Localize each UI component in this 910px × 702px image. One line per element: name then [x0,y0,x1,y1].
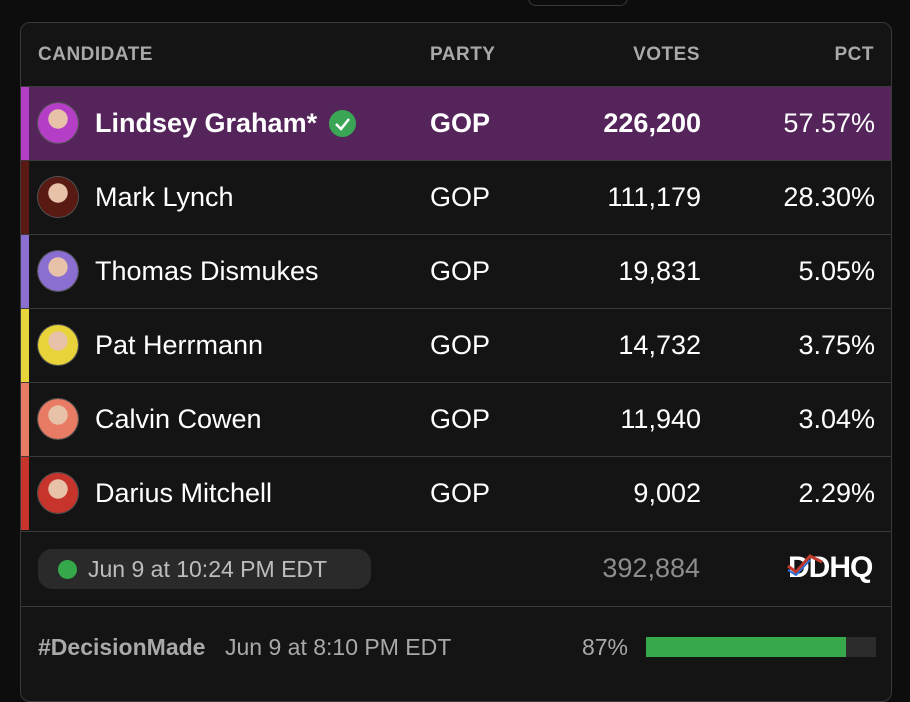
top-pill [528,0,628,6]
party-color-bar [21,87,29,160]
avatar [38,473,78,513]
candidate-row: Pat Herrmann GOP 14,732 3.75% [21,308,891,382]
candidate-row: Lindsey Graham* GOP 226,200 57.57% [21,86,891,160]
votes: 111,179 [607,182,701,212]
avatar [38,103,78,143]
party: GOP [430,330,491,360]
party-color-bar [21,457,29,530]
votes: 11,940 [620,404,701,434]
divider [21,606,891,607]
candidate-name: Lindsey Graham* [95,108,318,138]
decision-tag: #DecisionMade [38,634,206,660]
candidate-row: Darius Mitchell GOP 9,002 2.29% [21,456,891,530]
party: GOP [430,108,491,138]
candidate-name: Thomas Dismukes [95,256,319,286]
avatar [38,177,78,217]
party-color-bar [21,309,29,382]
candidate-row: Mark Lynch GOP 111,179 28.30% [21,160,891,234]
pct: 3.75% [798,330,875,360]
total-votes: 392,884 [602,553,700,583]
divider [21,531,891,532]
decision-time: Jun 9 at 8:10 PM EDT [225,634,452,660]
candidate-row: Thomas Dismukes GOP 19,831 5.05% [21,234,891,308]
candidate-name: Mark Lynch [95,182,234,212]
votes: 226,200 [603,108,701,138]
header: CANDIDATE [38,44,153,65]
pct: 5.05% [798,256,875,286]
party-color-bar [21,161,29,234]
party: GOP [430,478,491,508]
winner-check [329,110,357,137]
votes: 14,732 [618,330,701,360]
candidate-name: Darius Mitchell [95,478,273,508]
updated-pill: Jun 9 at 10:24 PM EDT [38,549,371,589]
reporting-bar [646,637,847,657]
party-color-bar [21,235,29,308]
party: GOP [430,404,491,434]
party: GOP [430,256,491,286]
candidate-row: Calvin Cowen GOP 11,940 3.04% [21,382,891,456]
header: PARTY [430,44,496,65]
pct: 3.04% [798,404,875,434]
reporting-track [646,637,876,657]
votes: 19,831 [618,256,701,286]
status-dot [58,560,77,579]
party: GOP [430,182,491,212]
candidate-name: Pat Herrmann [95,330,264,360]
avatar [38,251,78,291]
votes: 9,002 [633,478,701,508]
page: CANDIDATE PARTY VOTES PCT Lindsey Graham… [20,0,892,702]
candidate-name: Calvin Cowen [95,404,262,434]
pct: 28.30% [783,182,875,212]
party-color-bar [21,383,29,456]
reporting-label: 87% [581,634,628,660]
pct: 2.29% [798,478,875,508]
logo-check [787,554,823,576]
avatar [38,399,78,439]
avatar [38,325,78,365]
header: PCT [834,44,874,65]
pct: 57.57% [783,108,875,138]
updated-time: Jun 9 at 10:24 PM EDT [88,556,328,582]
header: VOTES [633,44,700,65]
